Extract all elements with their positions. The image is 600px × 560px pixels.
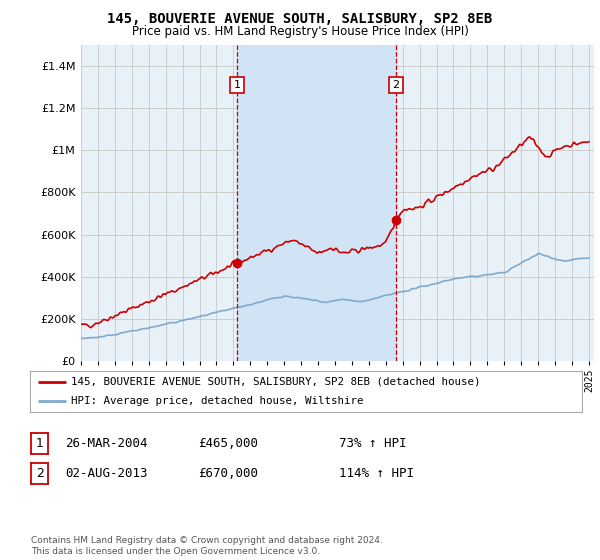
Text: HPI: Average price, detached house, Wiltshire: HPI: Average price, detached house, Wilt…: [71, 396, 364, 406]
Text: £670,000: £670,000: [198, 466, 258, 480]
Text: 114% ↑ HPI: 114% ↑ HPI: [339, 466, 414, 480]
Text: 26-MAR-2004: 26-MAR-2004: [65, 437, 148, 450]
Text: 145, BOUVERIE AVENUE SOUTH, SALISBURY, SP2 8EB: 145, BOUVERIE AVENUE SOUTH, SALISBURY, S…: [107, 12, 493, 26]
Text: £465,000: £465,000: [198, 437, 258, 450]
Text: Contains HM Land Registry data © Crown copyright and database right 2024.
This d: Contains HM Land Registry data © Crown c…: [31, 536, 383, 556]
Text: 1: 1: [35, 437, 44, 450]
Text: 2: 2: [392, 80, 400, 90]
Text: 02-AUG-2013: 02-AUG-2013: [65, 466, 148, 480]
Text: Price paid vs. HM Land Registry's House Price Index (HPI): Price paid vs. HM Land Registry's House …: [131, 25, 469, 38]
Text: 73% ↑ HPI: 73% ↑ HPI: [339, 437, 407, 450]
Bar: [237, 45, 396, 361]
Text: 2: 2: [35, 466, 44, 480]
Text: 145, BOUVERIE AVENUE SOUTH, SALISBURY, SP2 8EB (detached house): 145, BOUVERIE AVENUE SOUTH, SALISBURY, S…: [71, 377, 481, 387]
Text: 1: 1: [234, 80, 241, 90]
